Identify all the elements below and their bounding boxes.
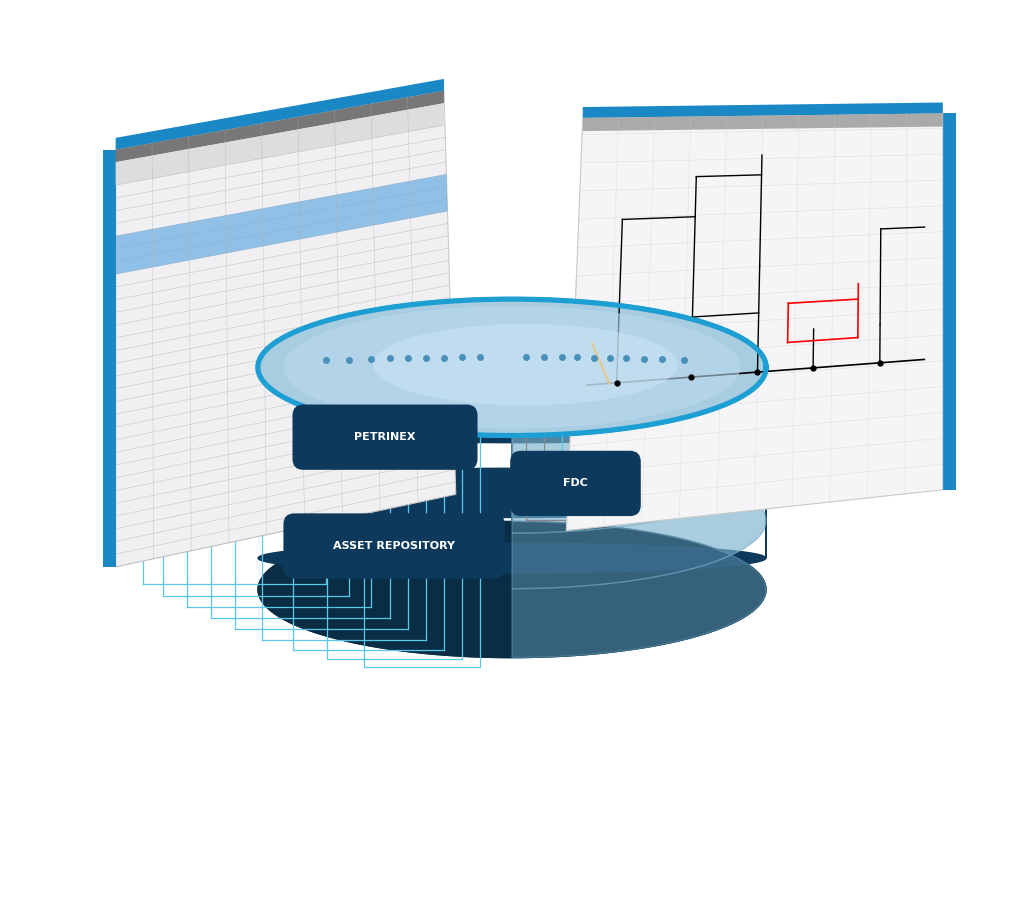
Polygon shape (258, 299, 766, 435)
Polygon shape (512, 397, 766, 589)
Polygon shape (116, 103, 445, 185)
Ellipse shape (373, 324, 678, 405)
Polygon shape (116, 199, 447, 274)
Polygon shape (943, 113, 955, 490)
Text: FDC: FDC (563, 478, 588, 489)
Polygon shape (258, 299, 766, 435)
Polygon shape (583, 113, 943, 132)
FancyBboxPatch shape (293, 405, 477, 470)
Polygon shape (512, 453, 766, 658)
Polygon shape (258, 299, 512, 658)
Ellipse shape (284, 307, 740, 429)
Polygon shape (116, 91, 456, 567)
Polygon shape (116, 187, 447, 261)
Ellipse shape (280, 303, 726, 423)
Ellipse shape (390, 326, 670, 400)
Polygon shape (103, 150, 116, 567)
Polygon shape (512, 299, 766, 533)
Polygon shape (258, 522, 766, 658)
Polygon shape (566, 113, 943, 531)
FancyBboxPatch shape (284, 513, 505, 579)
Polygon shape (583, 102, 943, 118)
FancyBboxPatch shape (510, 451, 641, 516)
Polygon shape (258, 413, 766, 518)
Polygon shape (116, 91, 444, 162)
Polygon shape (512, 299, 766, 658)
Polygon shape (116, 174, 446, 249)
Polygon shape (258, 468, 766, 573)
Polygon shape (116, 79, 444, 150)
Text: PETRINEX: PETRINEX (354, 432, 416, 443)
Text: ASSET REPOSITORY: ASSET REPOSITORY (333, 541, 455, 551)
